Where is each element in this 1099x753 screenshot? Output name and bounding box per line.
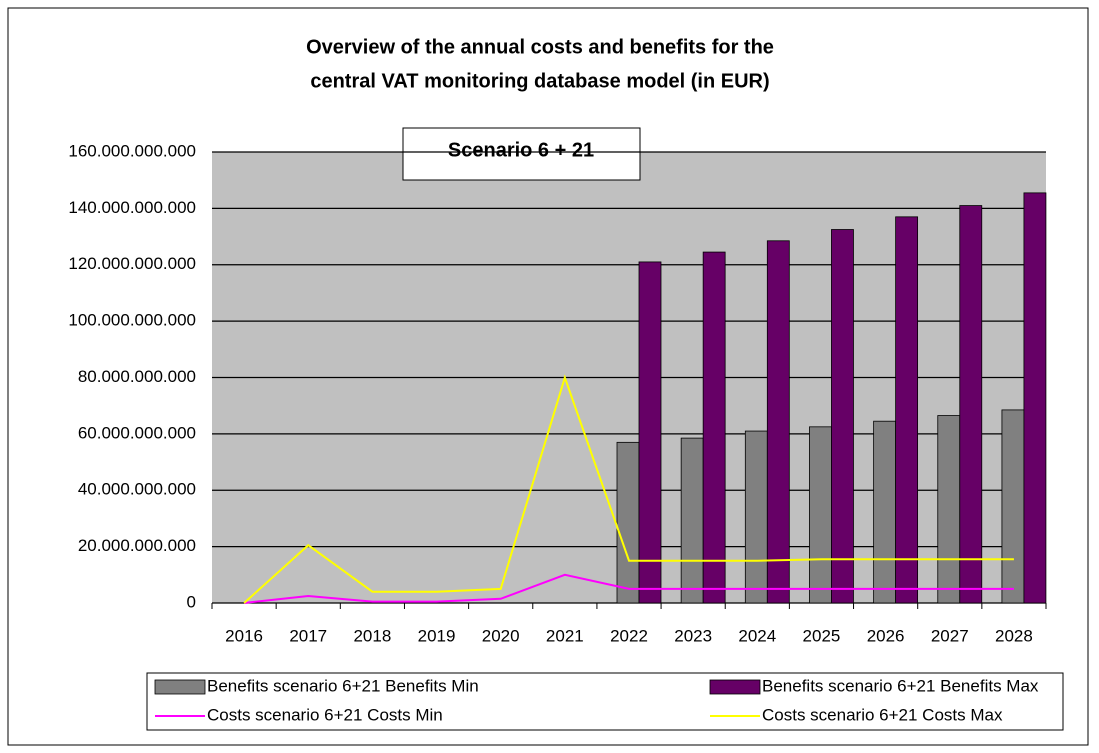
bar (680, 437, 704, 604)
bar (831, 229, 854, 604)
x-tick-label: 2017 (289, 626, 327, 645)
annotation: Scenario 6 + 21 (448, 139, 594, 161)
y-tick-label: 80.000.000.000 (78, 367, 196, 386)
y-tick-label: 160.000.000.000 (68, 141, 196, 160)
bar (1023, 192, 1047, 604)
bar (873, 420, 897, 604)
bar (616, 441, 640, 604)
line-series (243, 573, 1014, 604)
chart-title: Overview of the annual costs and benefit… (306, 36, 774, 58)
y-tick-label: 20.000.000.000 (78, 536, 196, 555)
bar (937, 415, 961, 604)
chart-title: central VAT monitoring database model (i… (310, 70, 769, 92)
x-tick-label: 2018 (353, 626, 391, 645)
bar (1001, 409, 1025, 604)
y-tick-label: 140.000.000.000 (68, 198, 196, 217)
legend-swatch (154, 679, 206, 695)
bar (638, 261, 662, 604)
annotation-box (402, 127, 641, 181)
legend-label: Costs scenario 6+21 Costs Max (762, 705, 1003, 724)
x-tick-label: 2028 (995, 626, 1033, 645)
y-tick-label: 40.000.000.000 (78, 480, 196, 499)
legend-label: Benefits scenario 6+21 Benefits Min (207, 676, 479, 695)
legend-label: Benefits scenario 6+21 Benefits Max (762, 676, 1039, 695)
x-tick-label: 2022 (610, 626, 648, 645)
x-tick-label: 2020 (482, 626, 520, 645)
x-tick-label: 2024 (738, 626, 776, 645)
bar (702, 251, 726, 604)
bar (959, 205, 983, 604)
x-tick-label: 2026 (867, 626, 905, 645)
x-tick-label: 2021 (546, 626, 584, 645)
y-tick-label: 0 (187, 592, 196, 611)
bar (895, 216, 919, 604)
bar (744, 430, 768, 604)
bar (809, 426, 832, 604)
legend-label: Costs scenario 6+21 Costs Min (207, 705, 443, 724)
x-tick-label: 2027 (931, 626, 969, 645)
y-tick-label: 60.000.000.000 (78, 423, 196, 442)
x-tick-label: 2016 (225, 626, 263, 645)
x-tick-label: 2023 (674, 626, 712, 645)
y-tick-label: 120.000.000.000 (68, 254, 196, 273)
bar (766, 240, 790, 604)
x-tick-label: 2019 (418, 626, 456, 645)
legend-box (146, 672, 1064, 731)
y-tick-label: 100.000.000.000 (68, 311, 196, 330)
x-tick-label: 2025 (803, 626, 841, 645)
legend-swatch (709, 679, 761, 695)
line-series (243, 374, 1014, 604)
